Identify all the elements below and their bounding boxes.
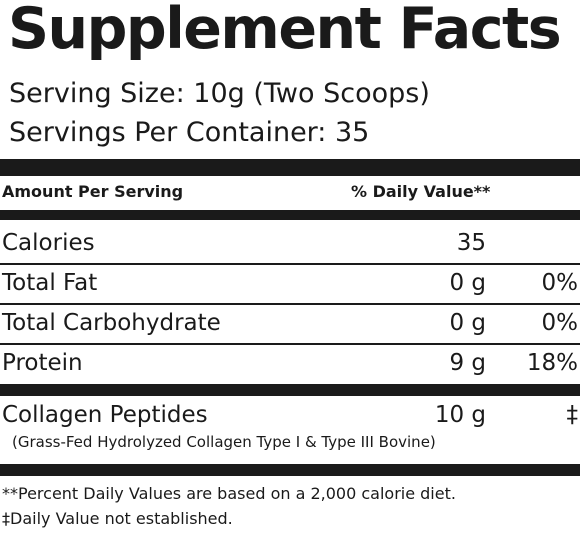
serving-size: Serving Size: 10g (Two Scoops): [9, 78, 430, 109]
amount-per-serving-header: Amount Per Serving: [2, 182, 184, 201]
nutrient-amount: 35: [456, 230, 486, 256]
medium-divider: [0, 210, 580, 220]
ingredient-name: Collagen Peptides: [2, 402, 208, 428]
nutrient-daily-value: 0%: [541, 270, 579, 296]
row-divider: [0, 263, 580, 265]
nutrient-amount: 9 g: [449, 350, 486, 376]
footnote-not-established: ‡Daily Value not established.: [2, 509, 233, 528]
nutrient-name: Protein: [2, 350, 83, 376]
thick-divider-bottom: [0, 464, 580, 476]
panel-title: Supplement Facts: [8, 0, 562, 62]
row-divider: [0, 303, 580, 305]
nutrient-name: Total Fat: [2, 270, 98, 296]
ingredient-daily-value: ‡: [566, 402, 579, 428]
ingredient-amount: 10 g: [434, 402, 486, 428]
nutrient-name: Total Carbohydrate: [2, 310, 221, 336]
daily-value-header: % Daily Value**: [351, 182, 491, 201]
servings-per-container: Servings Per Container: 35: [9, 117, 370, 148]
nutrient-name: Calories: [2, 230, 95, 256]
row-divider: [0, 343, 580, 345]
nutrient-daily-value: 18%: [526, 350, 578, 376]
nutrient-daily-value: 0%: [541, 310, 579, 336]
thick-divider-top: [0, 159, 580, 176]
medium-divider-collagen: [0, 384, 580, 396]
footnote-daily-values: **Percent Daily Values are based on a 2,…: [2, 484, 456, 503]
ingredient-description: (Grass-Fed Hydrolyzed Collagen Type I & …: [12, 433, 436, 451]
nutrient-amount: 0 g: [449, 270, 486, 296]
nutrient-amount: 0 g: [449, 310, 486, 336]
